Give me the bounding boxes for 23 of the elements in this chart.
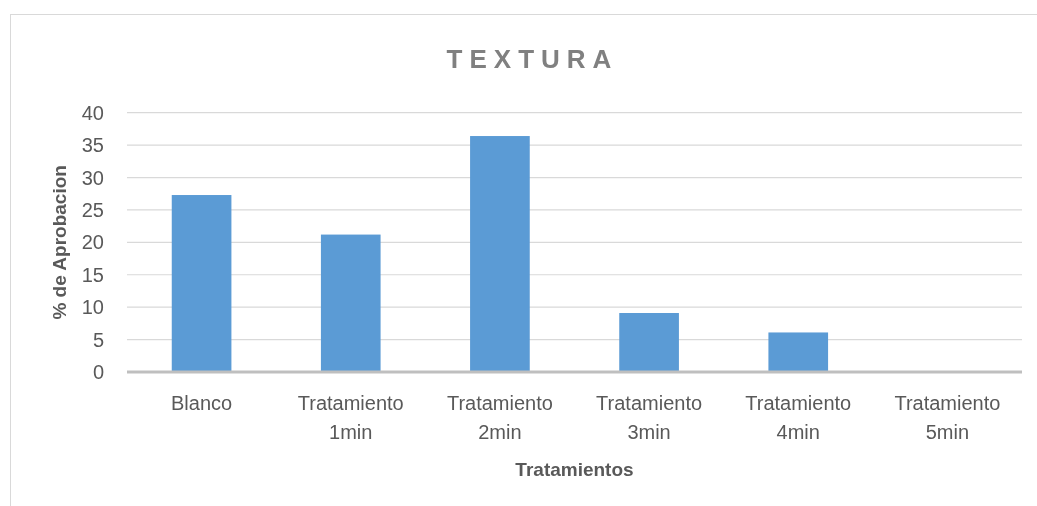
y-tick-label: 25 [81, 198, 104, 221]
x-axis-title: Tratamientos [515, 459, 634, 480]
y-tick-label: 30 [81, 166, 104, 189]
y-tick-label: 40 [81, 101, 104, 124]
bar [171, 195, 232, 372]
bar [470, 136, 530, 372]
x-tick-label: Tratamiento 1min [297, 392, 404, 443]
bar [320, 234, 381, 372]
chart-title: TEXTURA [446, 44, 619, 74]
x-tick-label: Blanco [171, 392, 233, 414]
bar [619, 313, 679, 372]
y-axis-title: % de Aprobacion [49, 165, 70, 320]
x-tick-label: Tratamiento 5min [894, 392, 1001, 443]
bar [768, 332, 829, 372]
x-tick-label: Tratamiento 4min [745, 392, 852, 443]
y-tick-label: 10 [81, 296, 104, 319]
x-tick-label: Tratamiento 3min [596, 392, 703, 443]
y-tick-label: 5 [92, 328, 104, 351]
y-tick-label: 15 [81, 263, 104, 286]
x-tick-label: Tratamiento 2min [446, 392, 553, 443]
y-tick-label: 0 [92, 361, 104, 383]
y-tick-label: 35 [81, 134, 104, 157]
y-tick-label: 20 [81, 231, 104, 254]
